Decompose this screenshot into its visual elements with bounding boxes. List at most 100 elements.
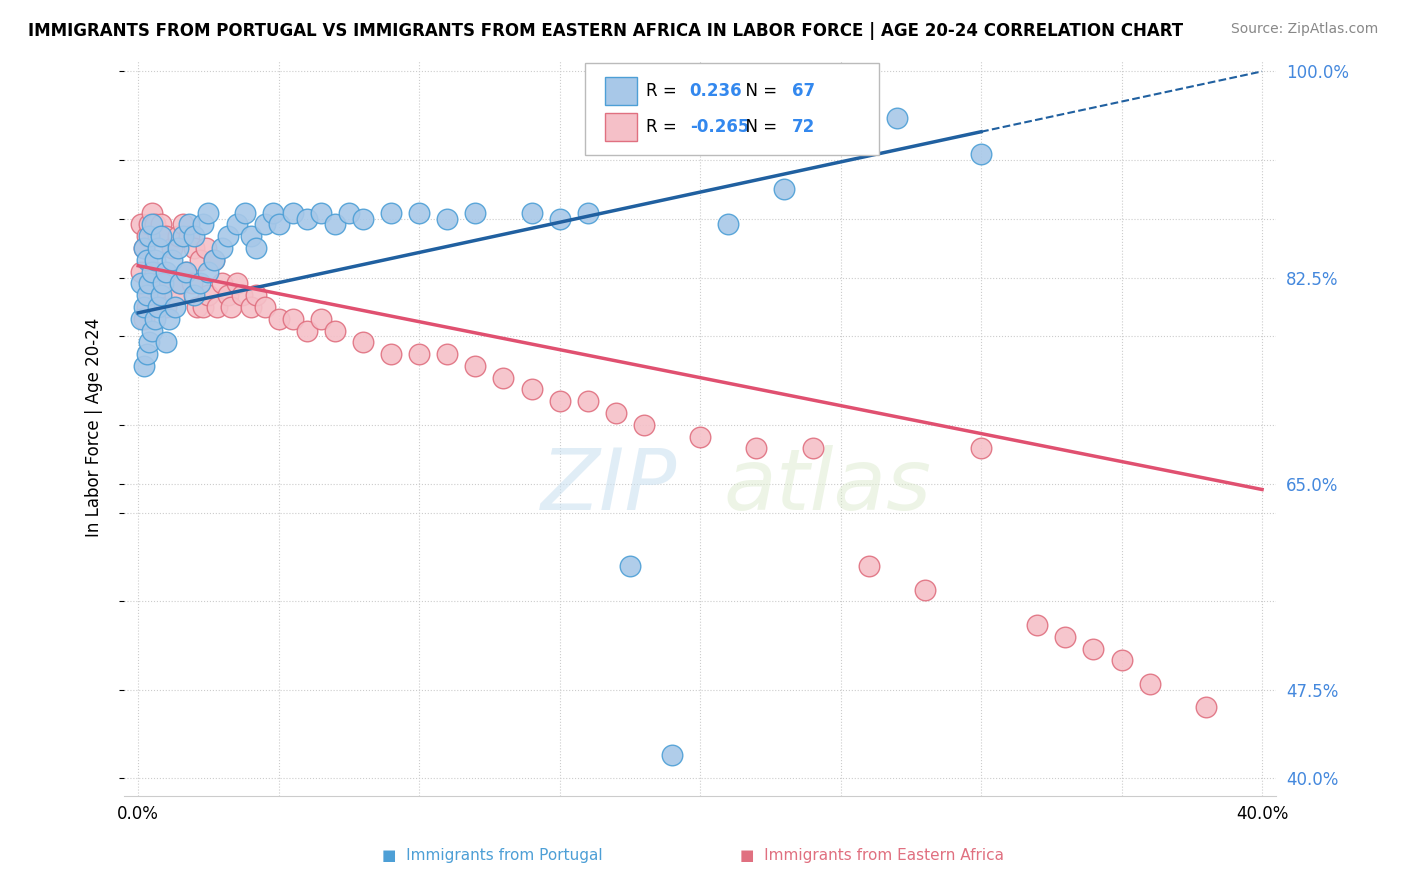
Point [253, 300, 276, 314]
Point [143, 311, 166, 326]
Point [352, 211, 374, 226]
Point [436, 211, 458, 226]
Point [174, 264, 197, 278]
Point [886, 112, 908, 126]
Point [914, 582, 936, 597]
Point [135, 252, 157, 267]
Point [169, 277, 191, 291]
Point [141, 205, 163, 219]
Point [464, 205, 486, 219]
Point [245, 288, 267, 302]
Point [143, 252, 166, 267]
Point [219, 300, 242, 314]
Point [520, 383, 543, 397]
Point [138, 229, 160, 244]
Point [281, 205, 304, 219]
Text: IMMIGRANTS FROM PORTUGAL VS IMMIGRANTS FROM EASTERN AFRICA IN LABOR FORCE | AGE : IMMIGRANTS FROM PORTUGAL VS IMMIGRANTS F… [28, 22, 1184, 40]
Point [146, 277, 169, 291]
Text: R =: R = [645, 82, 682, 100]
Text: -0.265: -0.265 [690, 118, 749, 136]
Point [177, 218, 200, 232]
Point [146, 300, 169, 314]
Point [239, 300, 262, 314]
Point [186, 300, 208, 314]
Point [141, 218, 163, 232]
Y-axis label: In Labor Force | Age 20-24: In Labor Force | Age 20-24 [86, 318, 103, 537]
Text: 67: 67 [792, 82, 815, 100]
Point [160, 241, 183, 255]
Point [464, 359, 486, 373]
Point [380, 347, 402, 361]
Point [408, 347, 430, 361]
Point [205, 300, 228, 314]
Point [138, 218, 160, 232]
Point [1139, 677, 1161, 691]
Point [152, 277, 174, 291]
Point [174, 264, 197, 278]
Point [689, 429, 711, 443]
Point [801, 442, 824, 456]
Point [745, 442, 768, 456]
Point [146, 241, 169, 255]
Point [548, 394, 571, 409]
Point [135, 229, 157, 244]
Point [548, 211, 571, 226]
Point [129, 277, 152, 291]
Point [197, 288, 219, 302]
Point [309, 205, 332, 219]
Point [180, 277, 202, 291]
Point [202, 252, 225, 267]
Point [267, 311, 290, 326]
Text: Source: ZipAtlas.com: Source: ZipAtlas.com [1230, 22, 1378, 37]
Text: ■  Immigrants from Portugal: ■ Immigrants from Portugal [382, 848, 602, 863]
Point [408, 205, 430, 219]
Point [191, 300, 214, 314]
Point [633, 417, 655, 432]
Point [138, 288, 160, 302]
Point [245, 241, 267, 255]
Point [143, 264, 166, 278]
Point [183, 288, 205, 302]
Point [717, 218, 740, 232]
Text: ■  Immigrants from Eastern Africa: ■ Immigrants from Eastern Africa [740, 848, 1004, 863]
Point [141, 264, 163, 278]
Point [225, 277, 247, 291]
Point [1083, 641, 1105, 656]
Point [129, 311, 152, 326]
Point [309, 311, 332, 326]
Text: N =: N = [735, 118, 782, 136]
Point [149, 288, 172, 302]
Point [352, 335, 374, 350]
Point [233, 205, 256, 219]
Point [281, 311, 304, 326]
Point [619, 559, 641, 574]
Point [492, 370, 515, 384]
Point [152, 277, 174, 291]
Point [217, 229, 239, 244]
Point [129, 264, 152, 278]
Text: 72: 72 [792, 118, 815, 136]
Point [132, 300, 155, 314]
Point [146, 229, 169, 244]
Point [239, 229, 262, 244]
Point [188, 252, 211, 267]
Point [1054, 630, 1077, 644]
Point [135, 347, 157, 361]
Point [163, 300, 186, 314]
Point [129, 218, 152, 232]
Point [295, 211, 318, 226]
Point [380, 205, 402, 219]
Point [160, 252, 183, 267]
Point [295, 324, 318, 338]
Point [138, 335, 160, 350]
Point [143, 218, 166, 232]
Point [217, 288, 239, 302]
Point [202, 252, 225, 267]
Point [197, 205, 219, 219]
Point [155, 264, 177, 278]
Point [135, 300, 157, 314]
Point [970, 146, 993, 161]
Point [183, 229, 205, 244]
Point [157, 311, 180, 326]
Point [858, 559, 880, 574]
